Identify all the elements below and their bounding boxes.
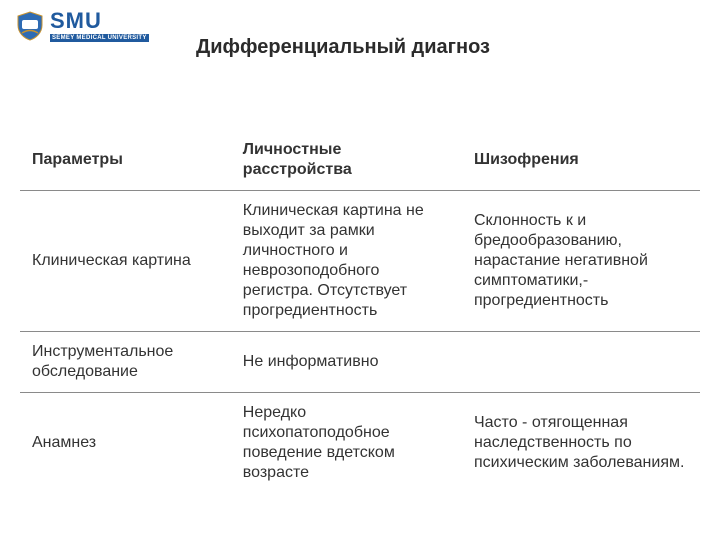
slide: SMU SEMEY MEDICAL UNIVERSITY Дифференциа…: [0, 0, 720, 540]
col-header: Шизофрения: [462, 130, 700, 191]
table-cell: [462, 332, 700, 393]
table-cell: Склонность к и бредообразованию, нараста…: [462, 191, 700, 332]
logo-subtitle: SEMEY MEDICAL UNIVERSITY: [50, 34, 149, 42]
table-header-row: Параметры Личностные расстройства Шизофр…: [20, 130, 700, 191]
table-cell: Нередко психопатоподобное поведение вдет…: [231, 393, 462, 494]
page-title: Дифференциальный диагноз: [196, 36, 490, 59]
table-cell: Часто - отягощенная наследственность по …: [462, 393, 700, 494]
logo-emblem-icon: [16, 11, 44, 41]
table-cell: Не информативно: [231, 332, 462, 393]
logo-acronym: SMU: [50, 10, 149, 32]
table-cell: Клиническая картина: [20, 191, 231, 332]
table-row: Инструментальное обследование Не информа…: [20, 332, 700, 393]
diagnosis-table: Параметры Личностные расстройства Шизофр…: [20, 130, 700, 493]
col-header: Параметры: [20, 130, 231, 191]
table-cell: Инструментальное обследование: [20, 332, 231, 393]
logo-text: SMU SEMEY MEDICAL UNIVERSITY: [50, 10, 149, 42]
logo: SMU SEMEY MEDICAL UNIVERSITY: [16, 10, 149, 42]
table-row: Анамнез Нередко психопатоподобное поведе…: [20, 393, 700, 494]
col-header: Личностные расстройства: [231, 130, 462, 191]
table-row: Клиническая картина Клиническая картина …: [20, 191, 700, 332]
table-cell: Клиническая картина не выходит за рамки …: [231, 191, 462, 332]
table-cell: Анамнез: [20, 393, 231, 494]
